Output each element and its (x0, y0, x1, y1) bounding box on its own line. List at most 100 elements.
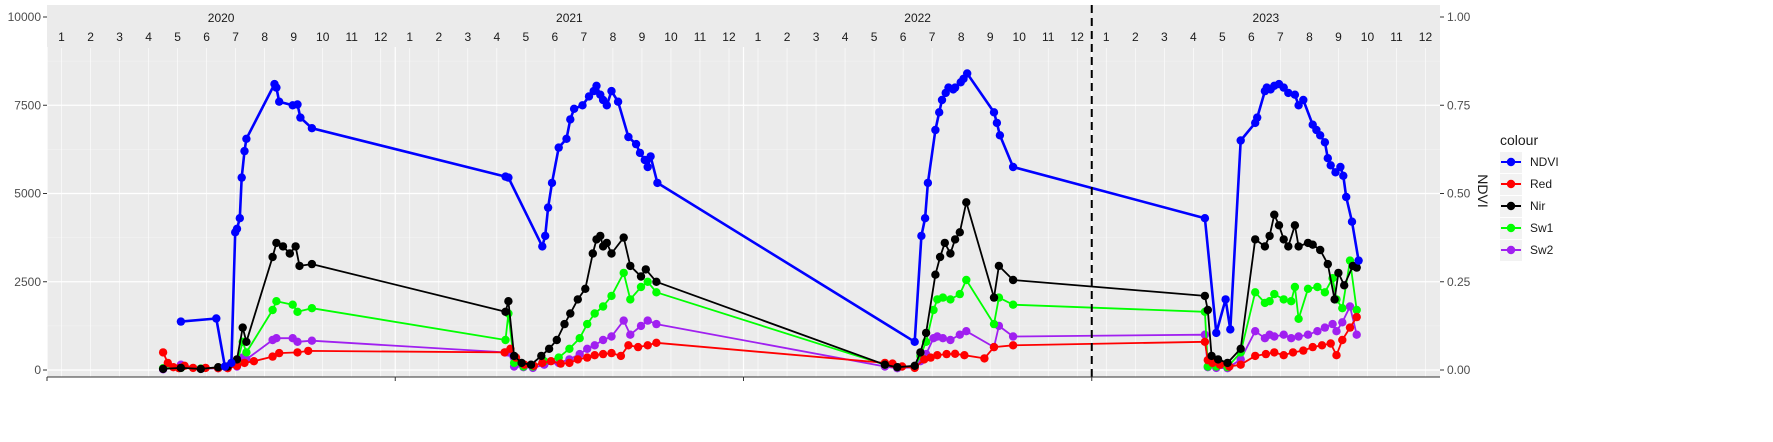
data-point (1279, 330, 1288, 339)
data-point (1270, 348, 1279, 357)
data-point (950, 349, 960, 358)
data-point (963, 69, 972, 78)
data-point (1345, 323, 1355, 332)
year-label: 2023 (1253, 11, 1280, 25)
data-point (920, 355, 929, 364)
data-point (249, 357, 259, 366)
data-point (1223, 358, 1232, 368)
data-point (575, 334, 584, 343)
data-point (1261, 349, 1271, 359)
data-point (921, 328, 931, 338)
data-point (1313, 327, 1322, 336)
data-point (631, 139, 641, 149)
data-point (1338, 335, 1347, 345)
data-point (607, 249, 616, 258)
data-point (1200, 214, 1210, 223)
data-point (1354, 256, 1363, 265)
month-label: 2 (87, 30, 94, 44)
data-point (1328, 319, 1337, 329)
month-label: 3 (116, 30, 123, 44)
data-point (1236, 360, 1245, 369)
data-point (288, 300, 297, 309)
data-point (1352, 312, 1361, 322)
data-point (242, 348, 251, 357)
data-point (1303, 284, 1313, 293)
data-point (1287, 297, 1296, 306)
data-point (955, 228, 964, 237)
series-red (158, 312, 1361, 373)
data-point (538, 242, 547, 251)
data-point (962, 275, 971, 285)
legend-label: Sw2 (1530, 243, 1554, 257)
data-point (929, 305, 938, 315)
data-point (989, 342, 999, 352)
month-label: 10 (664, 30, 678, 44)
month-label: 7 (581, 30, 588, 44)
y2-tick-label: 0.25 (1447, 275, 1471, 289)
data-point (607, 291, 616, 301)
data-point (501, 307, 510, 316)
month-label: 6 (900, 30, 907, 44)
data-point (1274, 221, 1284, 230)
data-point (293, 100, 302, 109)
data-point (1326, 339, 1335, 348)
data-point (538, 358, 547, 368)
data-point (916, 348, 925, 357)
data-point (989, 108, 999, 117)
data-point (293, 307, 302, 316)
data-point (307, 336, 317, 345)
month-label: 4 (493, 30, 500, 44)
year-label: 2020 (208, 11, 235, 25)
data-point (626, 330, 635, 339)
data-point (504, 173, 513, 182)
data-point (242, 337, 251, 346)
data-point (196, 364, 205, 374)
data-point (583, 344, 592, 353)
data-point (537, 351, 546, 361)
data-point (1200, 337, 1210, 346)
facet-strip (47, 5, 1440, 47)
month-label: 2 (435, 30, 442, 44)
data-point (652, 277, 661, 286)
month-label: 10 (316, 30, 330, 44)
data-point (1251, 327, 1260, 336)
legend-key-point (1506, 201, 1516, 211)
month-label: 3 (813, 30, 820, 44)
data-point (1200, 291, 1210, 301)
data-point (1299, 95, 1308, 105)
data-point (938, 334, 948, 343)
data-point (1279, 351, 1288, 360)
legend-label: Red (1530, 177, 1552, 191)
data-point (227, 358, 236, 368)
data-point (1207, 351, 1216, 361)
data-point (1332, 327, 1341, 336)
data-point (910, 361, 919, 370)
data-point (268, 352, 277, 361)
data-point (268, 252, 277, 262)
data-point (1317, 341, 1327, 350)
data-point (565, 344, 574, 353)
data-point (633, 342, 643, 352)
data-point (293, 348, 302, 357)
data-point (285, 249, 294, 258)
data-point (643, 162, 652, 172)
data-point (950, 83, 960, 92)
data-point (242, 134, 251, 143)
data-point (946, 335, 955, 345)
data-point (1326, 161, 1335, 170)
data-point (1336, 162, 1345, 172)
y-tick-label: 5000 (14, 187, 41, 201)
data-point (504, 297, 513, 306)
month-label: 8 (261, 30, 268, 44)
data-point (1212, 328, 1221, 338)
y-tick-label: 2500 (14, 275, 41, 289)
data-point (636, 272, 646, 281)
data-point (1316, 245, 1325, 255)
data-point (272, 334, 281, 343)
data-point (935, 108, 944, 117)
month-label: 9 (987, 30, 994, 44)
month-label: 7 (1277, 30, 1284, 44)
data-point (544, 344, 554, 353)
data-point (652, 319, 661, 329)
